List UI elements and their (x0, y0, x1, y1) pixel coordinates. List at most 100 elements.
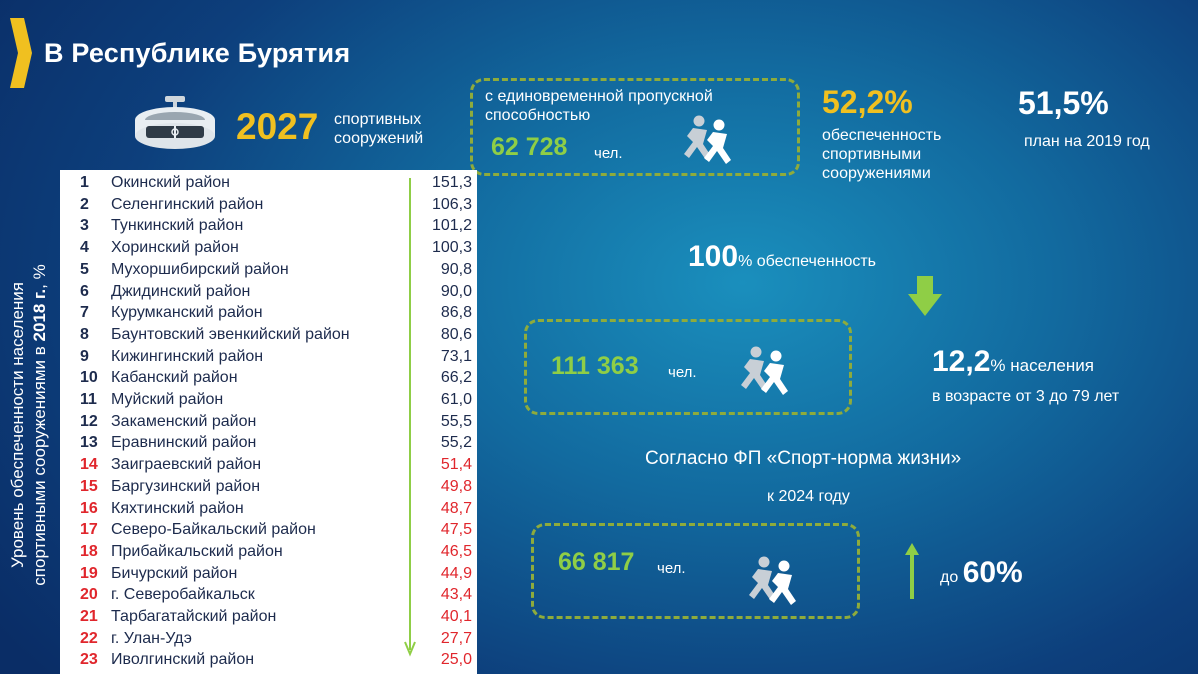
row-rank: 10 (80, 369, 98, 387)
row-name: Курумканский район (111, 304, 263, 322)
row-name: Окинский район (111, 174, 231, 191)
row-rank: 21 (80, 608, 98, 625)
provision-percent: 52,2% (822, 84, 913, 120)
capacity-box (470, 78, 800, 176)
row-name: Муйский район (111, 391, 224, 408)
full-provision-label: % обеспеченность (738, 253, 877, 270)
row-rank: 4 (80, 239, 89, 257)
row-rank: 9 (80, 347, 89, 365)
row-rank: 23 (80, 651, 98, 669)
table-row: 9 Кижингинский район 73,1 (60, 346, 477, 368)
full-provision: 100% обеспеченность (688, 240, 876, 274)
table-row: 16 Кяхтинский район 48,7 (60, 498, 477, 520)
fp-year: к 2024 году (767, 488, 850, 505)
row-value: 25,0 (440, 651, 472, 669)
row-rank: 5 (80, 260, 89, 278)
row-value: 44,9 (440, 564, 472, 582)
table-row: 5 Мухоршибирский район 90,8 (60, 259, 477, 281)
chevron-marker-icon (10, 18, 32, 88)
row-name: Хоринский район (111, 239, 239, 257)
row-value: 73,1 (440, 347, 472, 365)
row-name: Кабанский район (111, 369, 238, 387)
row-value: 61,0 (440, 391, 472, 408)
plan-label: план на 2019 год (1024, 133, 1150, 150)
row-rank: 18 (80, 542, 98, 560)
row-rank: 13 (80, 434, 98, 452)
row-value: 90,0 (440, 282, 472, 300)
row-rank: 8 (80, 325, 89, 343)
target-unit: чел. (657, 560, 686, 577)
target-prefix: до (940, 569, 959, 586)
table-row: 14 Заиграевский район 51,4 (60, 454, 477, 476)
caption-line-1: Уровень обеспеченности населения (8, 282, 27, 569)
row-value: 49,8 (440, 477, 472, 495)
row-value: 46,5 (440, 542, 472, 560)
facilities-label: спортивных сооружений (334, 111, 424, 147)
row-value: 55,5 (440, 412, 472, 430)
row-name: Джидинский район (111, 282, 251, 300)
table-row: 3 Тункинский район 101,2 (60, 215, 477, 237)
row-value: 90,8 (440, 260, 472, 278)
table-row: 17 Северо-Байкальский район 47,5 (60, 519, 477, 541)
running-people-icon (749, 556, 796, 605)
capacity-unit: чел. (594, 145, 623, 162)
row-value: 100,3 (431, 239, 472, 257)
table-row: 21 Тарбагатайский район 40,1 (60, 606, 477, 628)
target-box (531, 523, 860, 619)
capacity-value: 62 728 (491, 133, 568, 161)
page-title: В Республике Бурятия (44, 38, 351, 68)
row-value: 40,1 (440, 608, 472, 625)
stadium-icon (135, 96, 215, 149)
caption-line-2-bold: 2018 г. (30, 288, 49, 342)
row-value: 43,4 (440, 586, 472, 604)
table-vertical-caption: Уровень обеспеченности населения спортив… (0, 176, 58, 674)
running-people-icon (684, 115, 731, 164)
full-provision-percent: 100 (688, 240, 739, 273)
arrow-up-icon (905, 543, 919, 599)
row-value: 51,4 (440, 456, 472, 474)
row-value: 47,5 (440, 521, 472, 539)
table-row: 1 Окинский район 151,3 (60, 172, 477, 194)
capacity-label: с единовременной пропускной способностью (485, 88, 713, 124)
row-value: 106,3 (431, 195, 472, 213)
target-percent: 60% (962, 556, 1023, 589)
row-value: 151,3 (431, 174, 472, 191)
table-row: 22 г. Улан-Удэ 27,7 (60, 628, 477, 650)
row-name: Баунтовский эвенкийский район (111, 325, 350, 343)
row-name: Кяхтинский район (111, 499, 244, 517)
row-name: Кижингинский район (111, 347, 264, 365)
table-row: 12 Закаменский район 55,5 (60, 411, 477, 433)
provision-label: обеспеченность спортивными сооружениями (822, 127, 942, 182)
table-row: 15 Баргузинский район 49,8 (60, 476, 477, 498)
row-rank: 19 (80, 564, 98, 582)
ranking-table: 1 Окинский район 151,3 2 Селенгинский район 1… (60, 170, 477, 674)
row-rank: 7 (80, 304, 89, 322)
row-name: Тарбагатайский район (111, 608, 277, 625)
row-name: Заиграевский район (111, 456, 262, 474)
row-rank: 11 (80, 391, 97, 408)
row-name: Иволгинский район (111, 651, 255, 669)
fp-label: Согласно ФП «Спорт-норма жизни» (645, 448, 962, 469)
row-value: 55,2 (440, 434, 472, 452)
table-row: 19 Бичурский район 44,9 (60, 563, 477, 585)
row-rank: 22 (80, 629, 98, 647)
target-value: 66 817 (558, 548, 635, 576)
needed-value: 111 363 (551, 352, 639, 380)
population-share: 12,2% населения (932, 345, 1094, 379)
target-percent-block: до 60% (940, 556, 1023, 590)
arrow-down-icon (908, 276, 942, 316)
row-value: 66,2 (440, 369, 472, 387)
row-rank: 6 (80, 282, 89, 300)
row-value: 101,2 (431, 217, 472, 235)
plan-percent: 51,5% (1018, 85, 1109, 121)
table-row: 8 Баунтовский эвенкийский район 80,6 (60, 324, 477, 346)
row-rank: 17 (80, 521, 98, 539)
table-row: 4 Хоринский район 100,3 (60, 237, 477, 259)
row-name: Баргузинский район (111, 477, 261, 495)
row-name: Селенгинский район (111, 195, 264, 213)
row-value: 48,7 (440, 499, 472, 517)
table-row: 23 Иволгинский район 25,0 (60, 649, 477, 671)
row-value: 27,7 (440, 629, 472, 647)
row-rank: 1 (80, 174, 89, 191)
running-people-icon (741, 346, 788, 395)
